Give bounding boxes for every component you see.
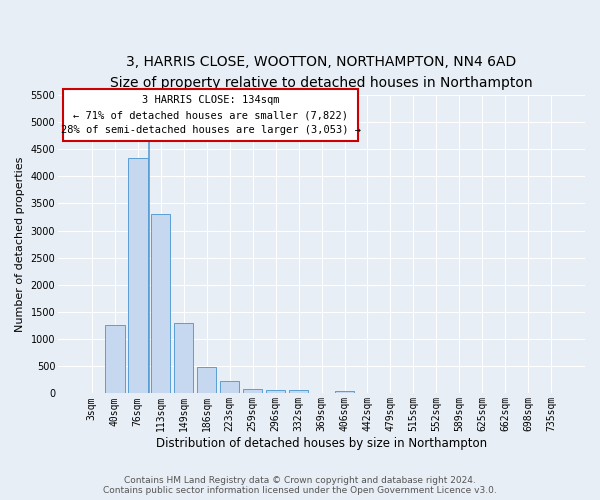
Bar xyxy=(128,158,148,394)
Bar xyxy=(243,388,262,394)
Text: Contains HM Land Registry data © Crown copyright and database right 2024.
Contai: Contains HM Land Registry data © Crown c… xyxy=(103,476,497,495)
Bar xyxy=(197,367,217,394)
Bar xyxy=(151,214,170,394)
FancyBboxPatch shape xyxy=(64,89,358,141)
Bar xyxy=(220,382,239,394)
Bar xyxy=(335,390,354,394)
Text: ← 71% of detached houses are smaller (7,822): ← 71% of detached houses are smaller (7,… xyxy=(73,110,349,120)
Bar xyxy=(174,324,193,394)
X-axis label: Distribution of detached houses by size in Northampton: Distribution of detached houses by size … xyxy=(156,437,487,450)
Text: 3 HARRIS CLOSE: 134sqm: 3 HARRIS CLOSE: 134sqm xyxy=(142,96,280,106)
Bar xyxy=(266,390,286,394)
Bar xyxy=(105,325,125,394)
Bar xyxy=(289,390,308,394)
Title: 3, HARRIS CLOSE, WOOTTON, NORTHAMPTON, NN4 6AD
Size of property relative to deta: 3, HARRIS CLOSE, WOOTTON, NORTHAMPTON, N… xyxy=(110,55,533,90)
Text: 28% of semi-detached houses are larger (3,053) →: 28% of semi-detached houses are larger (… xyxy=(61,124,361,134)
Y-axis label: Number of detached properties: Number of detached properties xyxy=(15,156,25,332)
